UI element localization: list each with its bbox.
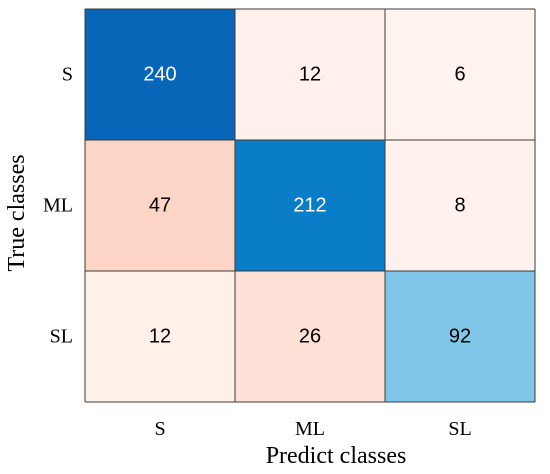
cell-value-label: 6	[454, 64, 465, 86]
cell-value-label: 12	[299, 64, 321, 86]
x-axis-ticks: S ML SL	[154, 418, 471, 440]
x-tick-label: SL	[448, 418, 471, 440]
heatmap-cell-SL-ML	[235, 271, 385, 402]
cell-value-label: 26	[299, 326, 321, 348]
heatmap-cell-ML-S	[85, 140, 235, 271]
cell-value-label: 8	[454, 195, 465, 217]
cell-value-label: 12	[149, 326, 171, 348]
y-axis-title: True classes	[4, 154, 30, 271]
heatmap-cell-ML-ML	[235, 140, 385, 271]
cell-value-label: 240	[143, 64, 176, 86]
y-tick-label: S	[62, 64, 73, 86]
y-tick-label: ML	[43, 195, 73, 217]
cell-value-label: 47	[149, 195, 171, 217]
heatmap-cell-ML-SL	[385, 140, 535, 271]
y-tick-label: SL	[50, 326, 73, 348]
cell-value-label: 92	[449, 326, 471, 348]
y-axis-ticks: S ML SL	[43, 64, 73, 348]
heatmap-cell-SL-S	[85, 271, 235, 402]
x-tick-label: ML	[295, 418, 325, 440]
x-tick-label: S	[154, 418, 165, 440]
heatmap-cell-S-S	[85, 9, 235, 140]
heatmap-cell-SL-SL	[385, 271, 535, 402]
x-axis-title: Predict classes	[266, 443, 407, 469]
heatmap-cell-S-ML	[235, 9, 385, 140]
heatmap-cell-S-SL	[385, 9, 535, 140]
cell-value-label: 212	[293, 195, 326, 217]
heatmap-grid	[84, 8, 536, 403]
heatmap-cells: 240 12 6 47 212 8 12 26 92	[85, 9, 535, 402]
